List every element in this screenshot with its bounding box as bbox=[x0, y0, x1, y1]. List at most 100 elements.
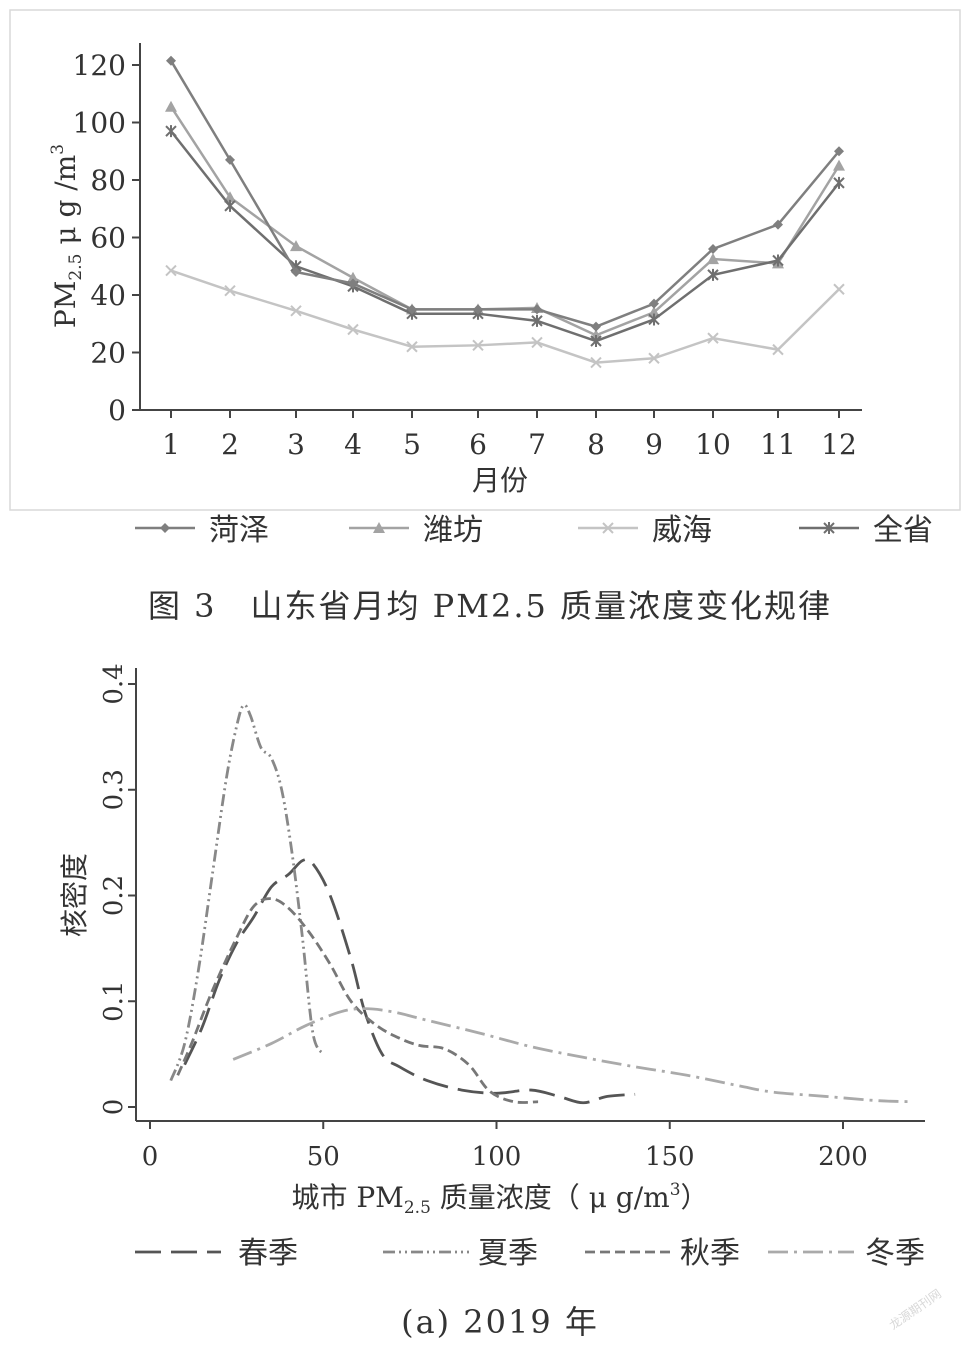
chart1-legend-marker bbox=[160, 523, 170, 533]
chart1-y-tick-label: 20 bbox=[90, 337, 126, 370]
chart1-point bbox=[707, 268, 719, 281]
chart1-x-tick-label: 12 bbox=[821, 428, 857, 461]
chart2-x-tick-label: 0 bbox=[142, 1142, 159, 1172]
chart1-point bbox=[532, 304, 542, 315]
chart1-point bbox=[773, 219, 783, 230]
chart1-point bbox=[347, 323, 359, 336]
chart1-y-axis-label: PM2.5 μ g /m3 bbox=[48, 144, 86, 328]
chart1-point bbox=[708, 244, 718, 254]
chart1-point bbox=[165, 100, 177, 112]
chart2-x-axis-label: 城市 PM2.5 质量浓度（ μ g/m3） bbox=[291, 1180, 708, 1218]
chart1-legend-label: 威海 bbox=[652, 513, 712, 548]
chart1-point bbox=[406, 341, 418, 353]
chart1-x-tick-label: 8 bbox=[587, 428, 605, 461]
chart1-legend-marker bbox=[602, 522, 614, 534]
chart1-point bbox=[833, 283, 845, 295]
chart1-point bbox=[707, 253, 719, 265]
chart1-x-tick-label: 10 bbox=[695, 428, 731, 461]
chart2-y-tick-label: 0 bbox=[99, 1099, 129, 1116]
chart2-x-tick-label: 200 bbox=[818, 1142, 868, 1172]
chart1-x-tick-label: 1 bbox=[162, 428, 180, 461]
chart1-y-tick-label: 100 bbox=[73, 107, 126, 140]
chart1-point bbox=[648, 352, 660, 364]
chart2-legend-label: 夏季 bbox=[478, 1236, 538, 1271]
chart1-point bbox=[473, 304, 483, 315]
chart1-point bbox=[225, 154, 235, 165]
chart1-point bbox=[772, 254, 784, 267]
chart1-series-line-2 bbox=[170, 269, 840, 364]
chart1-point bbox=[833, 159, 845, 171]
chart1-legend-marker bbox=[823, 522, 835, 534]
chart1-x-tick-label: 7 bbox=[528, 428, 546, 461]
watermark: 龙源期刊网 bbox=[887, 1287, 944, 1333]
chart2-x-tick-label: 50 bbox=[307, 1142, 340, 1172]
chart1-series-line-3 bbox=[170, 130, 840, 343]
chart2-axes: 0 50 100 150 200 0 0.1 0.2 0.3 0.4 bbox=[99, 663, 925, 1172]
chart1-series-line-0 bbox=[169, 60, 840, 328]
chart2-y-tick-label: 0.1 bbox=[99, 981, 129, 1022]
chart1-point bbox=[649, 298, 659, 309]
chart1-legend-label: 潍坊 bbox=[423, 513, 483, 548]
chart1-legend-label: 菏泽 bbox=[209, 513, 269, 548]
chart1-caption: 图 3 山东省月均 PM2.5 质量浓度变化规律 bbox=[148, 587, 832, 625]
chart2-y-tick-label: 0.4 bbox=[99, 663, 129, 704]
chart2-x-tick-label: 150 bbox=[645, 1142, 695, 1172]
chart1-point bbox=[165, 125, 177, 138]
chart1-x-axis-label: 月份 bbox=[472, 464, 528, 497]
chart1-x-tick-label: 4 bbox=[344, 428, 362, 461]
chart1-point bbox=[291, 267, 301, 277]
chart2-legend-label: 秋季 bbox=[680, 1236, 740, 1271]
chart1-legend: 菏泽 潍坊 威海 全省 bbox=[135, 513, 933, 548]
chart1-frame bbox=[9, 9, 961, 511]
chart1-series bbox=[165, 55, 845, 369]
chart2-series bbox=[169, 703, 913, 1105]
chart1-y-tick-label: 0 bbox=[108, 394, 126, 427]
chart1-point bbox=[472, 339, 484, 352]
chart1-point bbox=[348, 278, 358, 289]
chart1-point bbox=[531, 336, 543, 349]
chart1-x-tick-label: 3 bbox=[287, 428, 305, 461]
chart1-point bbox=[531, 314, 543, 327]
chart1-y-tick-label: 120 bbox=[73, 49, 126, 82]
chart1-point bbox=[590, 335, 602, 347]
chart1-legend-label: 全省 bbox=[873, 513, 933, 548]
chart1-point bbox=[833, 176, 845, 189]
chart1-point bbox=[224, 199, 236, 212]
chart1-point bbox=[165, 264, 177, 277]
chart1-x-tick-label: 6 bbox=[469, 428, 487, 461]
chart1-point bbox=[772, 343, 784, 356]
chart1-point bbox=[648, 306, 660, 318]
chart1-point bbox=[648, 313, 660, 326]
chart1-point bbox=[166, 55, 176, 66]
chart1-point bbox=[290, 305, 302, 317]
chart2-series-curve-1 bbox=[169, 703, 325, 1082]
chart1-point bbox=[290, 240, 302, 252]
chart2-series-curve-0 bbox=[183, 857, 636, 1105]
chart2-y-tick-label: 0.2 bbox=[99, 875, 129, 916]
chart1-x-tick-label: 11 bbox=[760, 428, 796, 461]
chart1-point bbox=[224, 284, 236, 297]
chart1-point bbox=[591, 321, 601, 332]
chart1-point bbox=[834, 146, 844, 157]
chart2-y-tick-label: 0.3 bbox=[99, 769, 129, 810]
chart1-point bbox=[224, 191, 236, 203]
chart2-legend-label: 春季 bbox=[238, 1236, 298, 1271]
chart1-y-tick-label: 80 bbox=[90, 164, 126, 197]
chart1-point bbox=[590, 356, 602, 369]
chart2-caption: (a) 2019 年 bbox=[401, 1303, 599, 1341]
chart2-legend-label: 冬季 bbox=[865, 1236, 925, 1271]
chart1-point bbox=[347, 271, 359, 283]
chart1-point bbox=[707, 332, 719, 344]
chart2-y-axis-label: 核密度 bbox=[58, 853, 91, 937]
seasonal-kde-chart: 0 50 100 150 200 0 0.1 0.2 0.3 0.4 城市 PM2.5 质量浓度（… bbox=[58, 663, 925, 1341]
chart1-x-tick-label: 9 bbox=[645, 428, 663, 461]
chart2-x-tick-label: 100 bbox=[472, 1142, 522, 1172]
chart1-y-tick-label: 40 bbox=[90, 279, 126, 312]
chart1-x-tick-label: 2 bbox=[221, 428, 239, 461]
chart1-point bbox=[407, 304, 417, 315]
chart1-x-tick-label: 5 bbox=[403, 428, 421, 461]
chart2-series-curve-3 bbox=[232, 1007, 913, 1104]
